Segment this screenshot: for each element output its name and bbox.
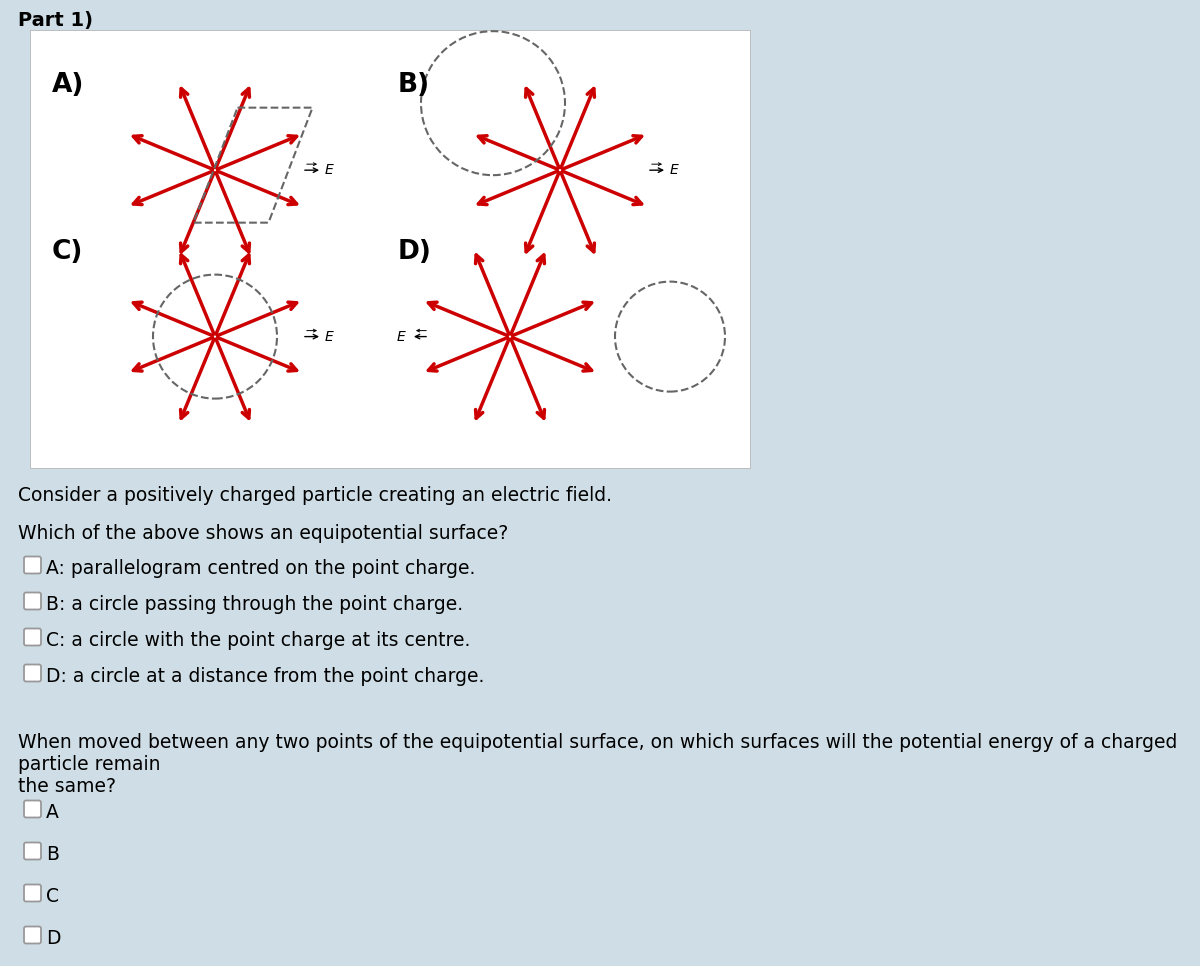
- Text: $E$: $E$: [324, 163, 335, 177]
- FancyBboxPatch shape: [24, 801, 41, 817]
- Text: A: parallelogram centred on the point charge.: A: parallelogram centred on the point ch…: [46, 558, 475, 578]
- Text: Which of the above shows an equipotential surface?: Which of the above shows an equipotentia…: [18, 524, 509, 543]
- Text: D): D): [398, 239, 432, 265]
- Text: $E$: $E$: [396, 329, 407, 344]
- Text: A: A: [46, 803, 59, 821]
- Text: Part 1): Part 1): [18, 11, 94, 30]
- Text: $E$: $E$: [324, 329, 335, 344]
- Text: Consider a positively charged particle creating an electric field.: Consider a positively charged particle c…: [18, 486, 612, 505]
- Text: D: D: [46, 928, 60, 948]
- Text: When moved between any two points of the equipotential surface, on which surface: When moved between any two points of the…: [18, 733, 1177, 796]
- FancyBboxPatch shape: [24, 842, 41, 860]
- Text: B: B: [46, 844, 59, 864]
- FancyBboxPatch shape: [30, 30, 750, 468]
- Text: C: C: [46, 887, 59, 905]
- FancyBboxPatch shape: [24, 592, 41, 610]
- Text: $E$: $E$: [670, 163, 679, 177]
- FancyBboxPatch shape: [24, 629, 41, 645]
- Text: C): C): [52, 239, 83, 265]
- Text: B): B): [398, 72, 430, 99]
- FancyBboxPatch shape: [24, 556, 41, 574]
- Text: A): A): [52, 72, 84, 99]
- FancyBboxPatch shape: [24, 885, 41, 901]
- Text: C: a circle with the point charge at its centre.: C: a circle with the point charge at its…: [46, 631, 470, 649]
- Text: D: a circle at a distance from the point charge.: D: a circle at a distance from the point…: [46, 667, 485, 686]
- FancyBboxPatch shape: [24, 926, 41, 944]
- Text: B: a circle passing through the point charge.: B: a circle passing through the point ch…: [46, 594, 463, 613]
- FancyBboxPatch shape: [24, 665, 41, 681]
